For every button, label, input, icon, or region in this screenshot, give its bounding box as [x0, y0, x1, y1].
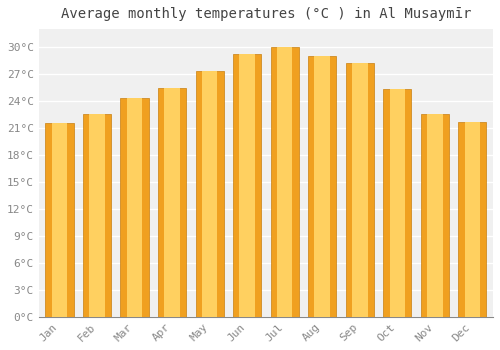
- Bar: [127, 98, 142, 317]
- Bar: [164, 88, 180, 317]
- Bar: [346, 63, 374, 317]
- Bar: [277, 47, 292, 317]
- Bar: [458, 122, 486, 317]
- Bar: [46, 124, 74, 317]
- Bar: [270, 47, 299, 317]
- Bar: [390, 89, 405, 317]
- Bar: [383, 89, 412, 317]
- Bar: [90, 114, 104, 317]
- Title: Average monthly temperatures (°C ) in Al Musaymīr: Average monthly temperatures (°C ) in Al…: [60, 7, 471, 21]
- Bar: [240, 54, 255, 317]
- Bar: [314, 56, 330, 317]
- Bar: [83, 114, 111, 317]
- Bar: [52, 124, 67, 317]
- Bar: [308, 56, 336, 317]
- Bar: [352, 63, 368, 317]
- Bar: [427, 114, 442, 317]
- Bar: [421, 114, 449, 317]
- Bar: [202, 71, 218, 317]
- Bar: [233, 54, 261, 317]
- Bar: [464, 122, 480, 317]
- Bar: [158, 88, 186, 317]
- Bar: [120, 98, 148, 317]
- Bar: [196, 71, 224, 317]
